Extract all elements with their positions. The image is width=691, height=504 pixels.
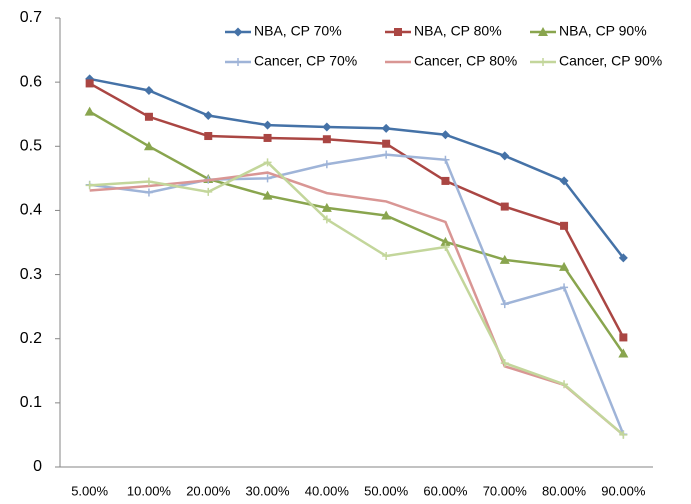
legend-marker (233, 27, 243, 37)
x-tick-label: 80.00% (542, 483, 587, 498)
x-tick-label: 60.00% (423, 483, 468, 498)
y-tick-label: 0.4 (20, 202, 42, 219)
legend: NBA, CP 70% NBA, CP 80% NBA, CP 90% Cancer,… (225, 23, 662, 69)
marker (203, 110, 213, 120)
x-tick-label: 30.00% (246, 483, 291, 498)
marker (204, 187, 213, 196)
series-line (89, 160, 625, 436)
y-tick-label: 0.2 (20, 330, 42, 347)
legend-label: Cancer, CP 70% (254, 53, 357, 69)
marker (143, 141, 154, 151)
marker (144, 188, 153, 197)
marker (619, 430, 628, 439)
x-tick-label: 20.00% (186, 483, 231, 498)
marker (441, 242, 450, 251)
marker (322, 122, 332, 132)
legend-label: NBA, CP 70% (254, 23, 342, 39)
marker (382, 251, 391, 260)
y-tick-label: 0.3 (20, 266, 42, 283)
marker (618, 253, 628, 263)
marker (500, 151, 510, 161)
series-line (89, 77, 625, 259)
marker (381, 123, 391, 133)
marker (440, 236, 451, 246)
legend-marker (539, 58, 547, 66)
series-line (89, 82, 625, 339)
marker (381, 210, 392, 220)
legend-marker (538, 27, 548, 36)
marker (560, 380, 569, 389)
x-tick-label: 50.00% (364, 483, 409, 498)
marker (144, 112, 153, 121)
legend-label: Cancer, CP 90% (559, 53, 662, 69)
legend-label: NBA, CP 90% (559, 23, 647, 39)
marker (441, 155, 450, 164)
marker (560, 283, 569, 292)
marker (144, 85, 154, 95)
marker (618, 348, 629, 358)
marker (500, 300, 509, 309)
marker (382, 150, 391, 159)
marker (500, 202, 509, 211)
marker (263, 120, 273, 130)
legend-label: Cancer, CP 80% (414, 53, 517, 69)
series-line (89, 110, 625, 355)
marker (322, 160, 331, 169)
marker (382, 139, 391, 148)
y-tick-label: 0.5 (20, 138, 42, 155)
marker (204, 132, 213, 141)
x-tick-label: 90.00% (601, 483, 646, 498)
marker (440, 130, 450, 140)
marker (322, 135, 331, 144)
marker (559, 261, 570, 271)
x-tick-label: 10.00% (127, 483, 172, 498)
marker (263, 174, 272, 183)
marker (619, 333, 628, 342)
marker (85, 181, 94, 190)
marker (85, 79, 94, 88)
marker (84, 106, 95, 116)
legend-marker (394, 28, 402, 36)
series-line (89, 171, 625, 436)
marker (500, 359, 509, 368)
y-tick-label: 0.1 (20, 394, 42, 411)
x-tick-label: 5.00% (71, 483, 108, 498)
x-tick-label: 40.00% (305, 483, 350, 498)
marker (262, 190, 273, 200)
marker (263, 158, 272, 167)
marker (560, 221, 569, 230)
y-tick-label: 0.6 (20, 73, 42, 90)
marker (321, 202, 332, 212)
marker (322, 215, 331, 224)
legend-marker (234, 58, 242, 66)
marker (499, 254, 510, 264)
marker (559, 176, 569, 186)
y-tick-label: 0.7 (20, 9, 42, 26)
marker (441, 176, 450, 185)
marker (144, 177, 153, 186)
x-tick-label: 70.00% (483, 483, 528, 498)
y-tick-label: 0 (33, 458, 42, 475)
marker (263, 133, 272, 142)
legend-label: NBA, CP 80% (414, 23, 502, 39)
